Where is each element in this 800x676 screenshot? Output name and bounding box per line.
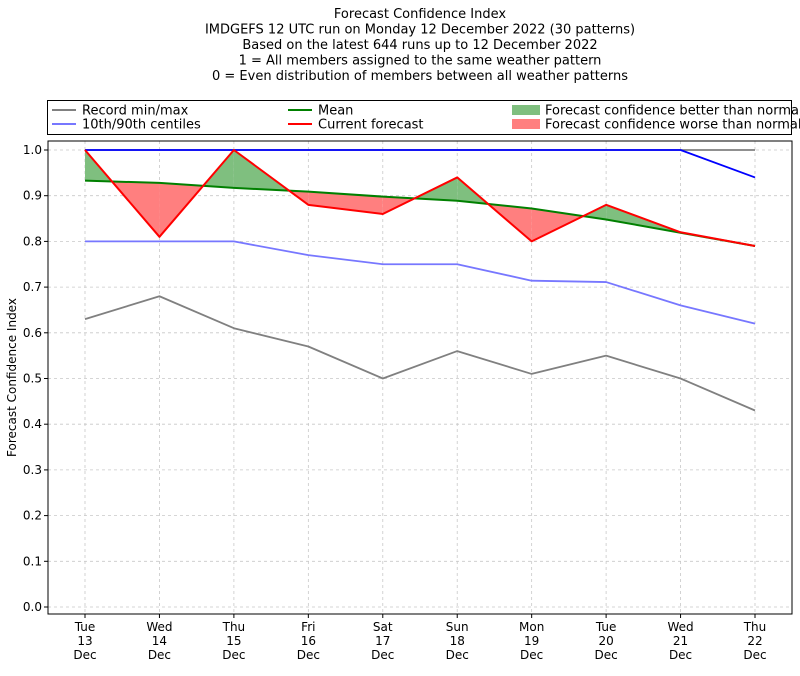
legend-label: Forecast confidence worse than normal — [545, 118, 800, 133]
y-tick-label: 0.3 — [23, 463, 42, 477]
plot-frame — [47, 140, 793, 615]
x-tick-label: 20 — [598, 634, 613, 648]
y-tick-label: 0.5 — [23, 372, 42, 386]
x-tick-label: Dec — [148, 648, 171, 662]
y-tick-label: 0.4 — [23, 417, 42, 431]
series-line-current — [84, 149, 756, 247]
x-tick-label: Wed — [667, 620, 693, 634]
x-tick-label: Tue — [595, 620, 617, 634]
x-tick-label: Dec — [73, 648, 96, 662]
chart-title-line: Forecast Confidence Index — [334, 7, 506, 22]
x-tick-label: Sun — [446, 620, 469, 634]
x-tick-label: 15 — [226, 634, 241, 648]
x-tick-label: 18 — [450, 634, 465, 648]
x-tick-label: Fri — [301, 620, 315, 634]
y-axis-label: Forecast Confidence Index — [5, 298, 19, 457]
y-axis-label-group: Forecast Confidence Index — [5, 298, 19, 457]
x-tick-label: Dec — [594, 648, 617, 662]
x-tick-label: Thu — [743, 620, 767, 634]
legend-swatch-fill — [512, 105, 540, 115]
x-tick-label: 14 — [152, 634, 167, 648]
x-tick-label: 22 — [747, 634, 762, 648]
x-tick-label: Dec — [669, 648, 692, 662]
legend-label: 10th/90th centiles — [82, 118, 201, 133]
chart-title-line: 0 = Even distribution of members between… — [212, 69, 628, 84]
x-tick-label: Dec — [446, 648, 469, 662]
axes: 0.00.10.20.30.40.50.60.70.80.91.0Tue13De… — [23, 140, 793, 662]
x-tick-label: Dec — [371, 648, 394, 662]
y-tick-label: 0.0 — [23, 600, 42, 614]
y-tick-label: 0.7 — [23, 280, 42, 294]
y-tick-label: 0.2 — [23, 509, 42, 523]
fill-worse-than-normal — [531, 208, 584, 242]
series-lines — [84, 149, 756, 412]
legend-label: Record min/max — [82, 104, 189, 119]
x-tick-label: 19 — [524, 634, 539, 648]
x-tick-label: Dec — [743, 648, 766, 662]
y-tick-label: 1.0 — [23, 143, 42, 157]
legend-frame — [47, 100, 792, 135]
x-tick-label: 21 — [673, 634, 688, 648]
x-tick-label: 17 — [375, 634, 390, 648]
x-tick-label: 16 — [301, 634, 316, 648]
series-line-p10 — [85, 240, 756, 325]
x-tick-label: Dec — [297, 648, 320, 662]
x-tick-label: Dec — [520, 648, 543, 662]
y-tick-label: 0.8 — [23, 234, 42, 248]
chart-title-line: 1 = All members assigned to the same wea… — [239, 54, 602, 69]
legend-label: Mean — [318, 104, 353, 119]
y-tick-label: 0.1 — [23, 554, 42, 568]
series-line-record-min — [84, 295, 756, 412]
x-tick-label: Dec — [222, 648, 245, 662]
chart-title-line: Based on the latest 644 runs up to 12 De… — [242, 38, 597, 53]
legend-label: Current forecast — [318, 118, 424, 133]
x-tick-label: Wed — [146, 620, 172, 634]
x-tick-label: 13 — [77, 634, 92, 648]
fill-worse-than-normal — [308, 191, 383, 214]
series-line-mean — [84, 179, 756, 247]
legend-swatch-fill — [512, 119, 540, 129]
y-tick-label: 0.6 — [23, 326, 42, 340]
x-tick-label: Tue — [74, 620, 96, 634]
series-line-p90 — [85, 149, 756, 179]
x-tick-label: Mon — [519, 620, 544, 634]
x-tick-label: Thu — [222, 620, 246, 634]
y-tick-label: 0.9 — [23, 189, 42, 203]
chart-title-line: IMDGEFS 12 UTC run on Monday 12 December… — [205, 23, 635, 38]
x-tick-label: Sat — [373, 620, 393, 634]
legend-label: Forecast confidence better than normal — [545, 104, 800, 119]
